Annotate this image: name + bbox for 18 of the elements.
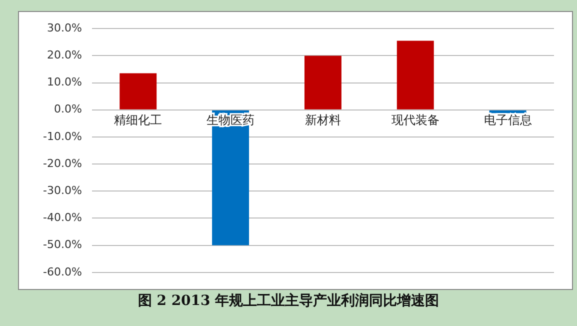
y-tick-label: -40.0% [42,211,82,224]
x-tick-label: 精细化工 [114,113,162,128]
y-tick-label: 30.0% [46,21,82,34]
y-tick-label: -10.0% [42,130,82,143]
y-tick-label: -30.0% [42,184,82,197]
y-tick-label: -50.0% [42,238,82,252]
text: 图 2 2013 年规上工业主导产业利润同比增速图 [136,292,440,310]
y-tick-label: -60.0% [42,265,82,278]
x-tick-label: 新材料 [304,113,341,128]
bar [396,40,434,110]
bar [120,73,157,110]
x-tick-label: 电子信息 [484,113,532,128]
y-tick-label: 20.0% [46,48,82,62]
y-tick-label: 0.0% [54,102,82,116]
y-tick-label: 10.0% [46,76,82,89]
bar [304,56,342,110]
y-tick-label: -20.0% [42,156,82,170]
x-tick-label: 现代装备 [391,113,440,128]
